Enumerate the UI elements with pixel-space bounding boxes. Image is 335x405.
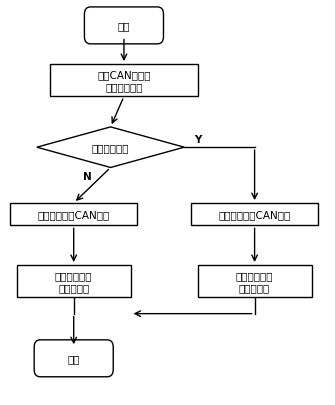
Text: 发送禁止再生CAN报文: 发送禁止再生CAN报文	[38, 210, 110, 220]
Bar	[10, 204, 137, 226]
Text: N: N	[83, 171, 91, 181]
Text: 息灯禁止再生
键盘指示灯: 息灯禁止再生 键盘指示灯	[236, 271, 273, 292]
Text: 发送使能再生CAN报文: 发送使能再生CAN报文	[218, 210, 291, 220]
FancyBboxPatch shape	[34, 340, 113, 377]
Text: 结束: 结束	[67, 354, 80, 363]
Text: 开始: 开始	[118, 21, 130, 31]
Text: 点亮禁止再生
键盘指示灯: 点亮禁止再生 键盘指示灯	[55, 271, 92, 292]
Bar	[198, 265, 312, 298]
Bar	[50, 65, 198, 97]
Polygon shape	[37, 128, 184, 168]
Bar	[17, 265, 131, 298]
Bar	[191, 204, 318, 226]
Text: 接收CAN报文，
监测按键情况: 接收CAN报文， 监测按键情况	[97, 70, 151, 92]
Text: Y: Y	[194, 135, 201, 145]
Text: 已禁止再生？: 已禁止再生？	[92, 143, 129, 153]
FancyBboxPatch shape	[84, 8, 163, 45]
